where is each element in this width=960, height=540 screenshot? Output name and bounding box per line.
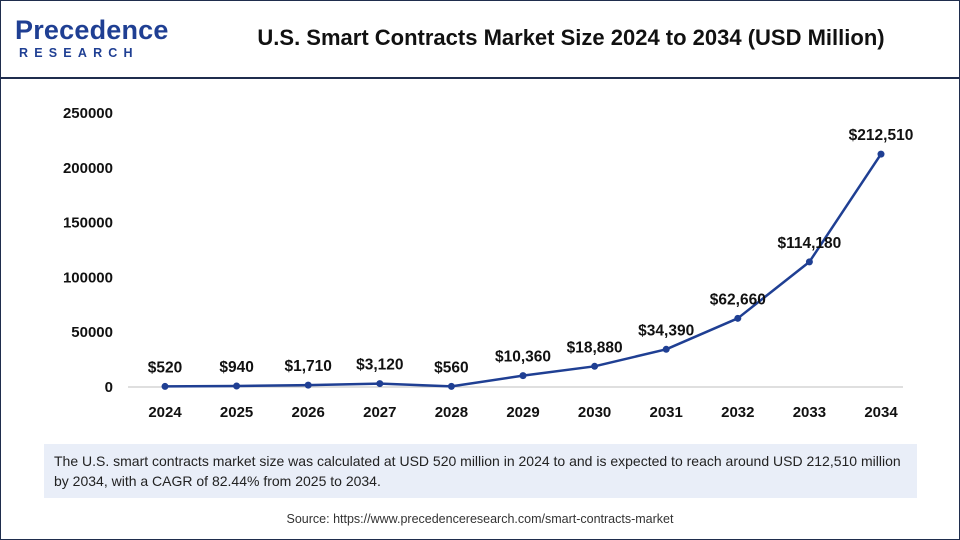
data-label: $18,880: [567, 339, 623, 356]
logo-subtitle: RESEARCH: [19, 46, 139, 60]
x-tick-label: 2031: [650, 404, 683, 421]
source-citation: Source: https://www.precedenceresearch.c…: [286, 512, 674, 526]
data-point: [591, 362, 599, 370]
x-tick-label: 2034: [864, 404, 898, 421]
data-label: $10,360: [495, 349, 551, 366]
data-label: $212,510: [849, 127, 914, 144]
y-tick-label: 50000: [71, 324, 113, 341]
data-point: [304, 381, 312, 389]
chart-title: U.S. Smart Contracts Market Size 2024 to…: [257, 25, 885, 50]
data-label: $1,710: [284, 358, 331, 375]
data-label: $62,660: [710, 291, 766, 308]
data-point: [233, 382, 241, 390]
x-tick-label: 2026: [292, 404, 325, 421]
y-tick-label: 100000: [63, 269, 113, 286]
data-point: [662, 345, 670, 353]
data-point: [519, 372, 527, 380]
x-tick-label: 2027: [363, 404, 396, 421]
data-point: [447, 382, 455, 390]
y-tick-label: 150000: [63, 215, 113, 232]
y-tick-label: 0: [105, 379, 113, 396]
y-tick-label: 200000: [63, 160, 113, 177]
x-tick-label: 2028: [435, 404, 468, 421]
data-point: [805, 258, 813, 266]
y-tick-label: 250000: [63, 105, 113, 122]
line-chart: 0 50000 100000 150000 200000 250000 2024 2025 20…: [63, 105, 914, 421]
data-label: $940: [219, 359, 253, 376]
x-tick-label: 2030: [578, 404, 611, 421]
summary-note: The U.S. smart contracts market size was…: [44, 444, 917, 498]
data-point: [376, 380, 384, 388]
data-point: [734, 314, 742, 322]
header: Precedence RESEARCH U.S. Smart Contracts…: [1, 1, 959, 79]
logo-wordmark: Precedence: [15, 15, 169, 45]
data-label: $3,120: [356, 357, 403, 374]
data-label: $560: [434, 359, 468, 376]
x-tick-label: 2032: [721, 404, 754, 421]
x-tick-label: 2033: [793, 404, 826, 421]
data-label: $34,390: [638, 322, 694, 339]
data-label: $520: [148, 359, 182, 376]
x-tick-label: 2024: [148, 404, 182, 421]
x-tick-label: 2025: [220, 404, 253, 421]
data-label: $114,180: [778, 235, 842, 252]
data-point: [161, 382, 169, 390]
x-tick-label: 2029: [506, 404, 539, 421]
data-point: [877, 150, 885, 158]
precedence-research-logo: Precedence RESEARCH: [15, 15, 168, 65]
